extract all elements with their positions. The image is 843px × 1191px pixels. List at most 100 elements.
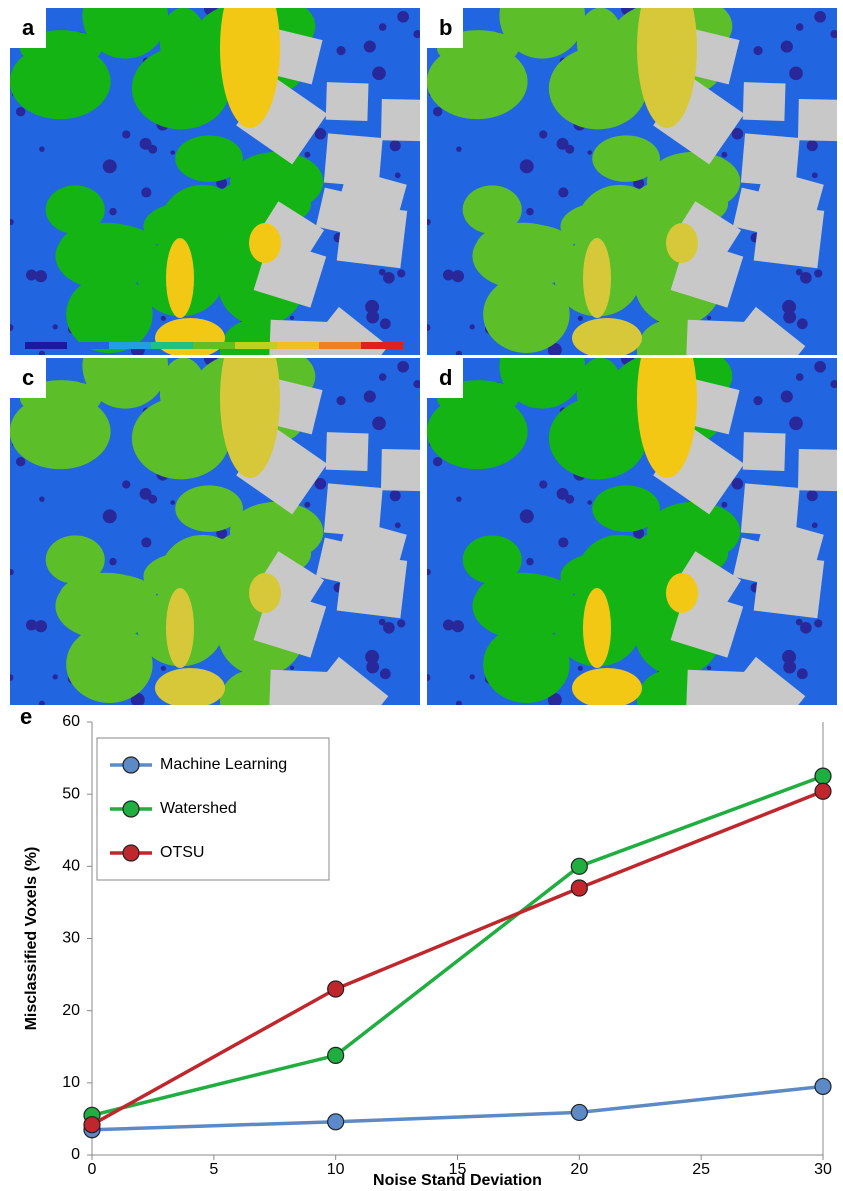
data-point bbox=[328, 1047, 344, 1063]
pore bbox=[395, 522, 401, 528]
pore bbox=[364, 40, 376, 52]
pore bbox=[470, 324, 475, 329]
phase bbox=[583, 588, 611, 668]
pore bbox=[424, 674, 431, 681]
legend-marker bbox=[123, 845, 139, 861]
pore bbox=[109, 208, 117, 216]
grain bbox=[463, 535, 522, 583]
data-point bbox=[328, 1114, 344, 1130]
phase bbox=[666, 223, 698, 263]
phase bbox=[572, 318, 642, 358]
phase bbox=[166, 588, 194, 668]
pore bbox=[379, 23, 387, 31]
data-point bbox=[815, 1078, 831, 1094]
pore bbox=[161, 316, 166, 321]
pore bbox=[397, 361, 409, 373]
pore bbox=[304, 152, 310, 158]
panel-label: c bbox=[22, 365, 34, 390]
mineral bbox=[798, 449, 843, 491]
x-tick-label: 20 bbox=[570, 1161, 588, 1178]
colorbar bbox=[277, 342, 319, 349]
y-tick-label: 0 bbox=[71, 1146, 80, 1163]
pore bbox=[526, 558, 534, 566]
pore bbox=[807, 490, 818, 501]
pore bbox=[148, 495, 157, 504]
pore bbox=[109, 558, 117, 566]
grain bbox=[577, 8, 624, 78]
grain bbox=[230, 152, 323, 212]
pore bbox=[456, 351, 462, 357]
pore bbox=[558, 187, 568, 197]
legend-marker bbox=[123, 801, 139, 817]
pore bbox=[782, 650, 796, 664]
pore bbox=[800, 622, 812, 634]
pore bbox=[789, 416, 803, 430]
pore bbox=[372, 416, 386, 430]
pore bbox=[122, 480, 130, 488]
x-tick-label: 30 bbox=[814, 1161, 832, 1178]
phase bbox=[249, 573, 281, 613]
pore bbox=[397, 619, 405, 627]
pore bbox=[753, 46, 762, 55]
pore bbox=[290, 316, 294, 320]
pore bbox=[814, 11, 826, 23]
grain bbox=[46, 185, 105, 233]
x-tick-label: 5 bbox=[209, 1161, 218, 1178]
mineral bbox=[754, 203, 825, 268]
pore bbox=[587, 500, 592, 505]
mineral bbox=[743, 82, 786, 121]
pore bbox=[707, 666, 711, 670]
data-point bbox=[815, 768, 831, 784]
pore bbox=[812, 522, 818, 528]
colorbar bbox=[67, 342, 109, 349]
grain bbox=[77, 656, 121, 699]
x-tick-label: 0 bbox=[88, 1161, 97, 1178]
figure: abcde0102030405060051015202530Noise Stan… bbox=[0, 0, 843, 1191]
segmentation-image: c bbox=[7, 318, 428, 741]
pore bbox=[470, 674, 475, 679]
mineral bbox=[741, 483, 800, 537]
pore bbox=[380, 318, 391, 329]
pore bbox=[39, 496, 45, 502]
pore bbox=[170, 150, 175, 155]
pore bbox=[456, 146, 462, 152]
pore bbox=[39, 146, 45, 152]
colorbar bbox=[151, 342, 193, 349]
pore bbox=[814, 269, 822, 277]
colorbar bbox=[235, 342, 277, 349]
panel-label: b bbox=[439, 15, 452, 40]
panel-label: a bbox=[22, 15, 35, 40]
pore bbox=[364, 390, 376, 402]
pore bbox=[383, 272, 395, 284]
legend-label: Machine Learning bbox=[160, 756, 287, 773]
colorbar bbox=[361, 342, 403, 349]
pore bbox=[707, 316, 711, 320]
legend-marker bbox=[123, 757, 139, 773]
pore bbox=[39, 351, 45, 357]
pore bbox=[526, 208, 534, 216]
phase bbox=[249, 223, 281, 263]
pore bbox=[812, 172, 818, 178]
grain bbox=[494, 656, 538, 699]
x-axis-title: Noise Stand Deviation bbox=[373, 1172, 542, 1189]
colorbar bbox=[25, 342, 67, 349]
phase bbox=[166, 238, 194, 318]
pore bbox=[800, 272, 812, 284]
pore bbox=[520, 509, 534, 523]
pore bbox=[721, 502, 727, 508]
pore bbox=[395, 172, 401, 178]
panel-label: d bbox=[439, 365, 452, 390]
grain bbox=[160, 8, 207, 78]
pore bbox=[830, 380, 838, 388]
pore bbox=[413, 380, 421, 388]
mineral bbox=[741, 133, 800, 187]
pore bbox=[383, 622, 395, 634]
mineral bbox=[743, 432, 786, 471]
pore bbox=[103, 159, 117, 173]
pore bbox=[539, 130, 547, 138]
pore bbox=[452, 620, 464, 632]
pore bbox=[424, 324, 431, 331]
pore bbox=[433, 107, 442, 116]
pore bbox=[53, 674, 58, 679]
pore bbox=[53, 324, 58, 329]
